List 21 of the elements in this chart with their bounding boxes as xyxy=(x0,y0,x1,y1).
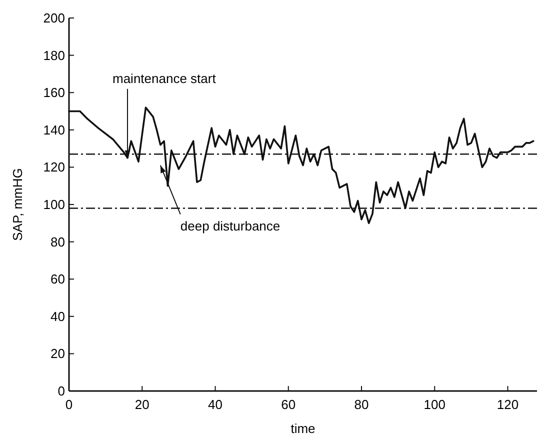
x-tick-label: 20 xyxy=(134,397,150,412)
annotation: deep disturbance xyxy=(180,218,280,234)
y-tick-label: 40 xyxy=(50,308,65,324)
x-tick-label: 60 xyxy=(281,397,296,412)
y-axis-title: SAP, mmHG xyxy=(10,168,25,241)
x-tick-label: 100 xyxy=(424,397,446,412)
x-tick-label: 120 xyxy=(496,397,519,412)
y-tick-label: 80 xyxy=(50,234,65,250)
y-tick-label: 200 xyxy=(43,10,65,26)
y-tick-label: 160 xyxy=(43,85,65,100)
y-tick-label: 60 xyxy=(50,272,65,287)
y-tick-label: 0 xyxy=(58,384,65,398)
y-tick-label: 100 xyxy=(43,197,65,212)
x-tick-label: 80 xyxy=(354,397,369,412)
x-tick-label: 40 xyxy=(208,397,222,412)
y-tick-label: 20 xyxy=(50,346,65,362)
y-tick-label: 140 xyxy=(43,122,65,138)
y-tick-label: 180 xyxy=(43,48,65,63)
y-tick-label: 120 xyxy=(43,160,65,175)
annotation: maintenance start xyxy=(112,70,216,86)
x-axis-title: time xyxy=(290,421,316,436)
